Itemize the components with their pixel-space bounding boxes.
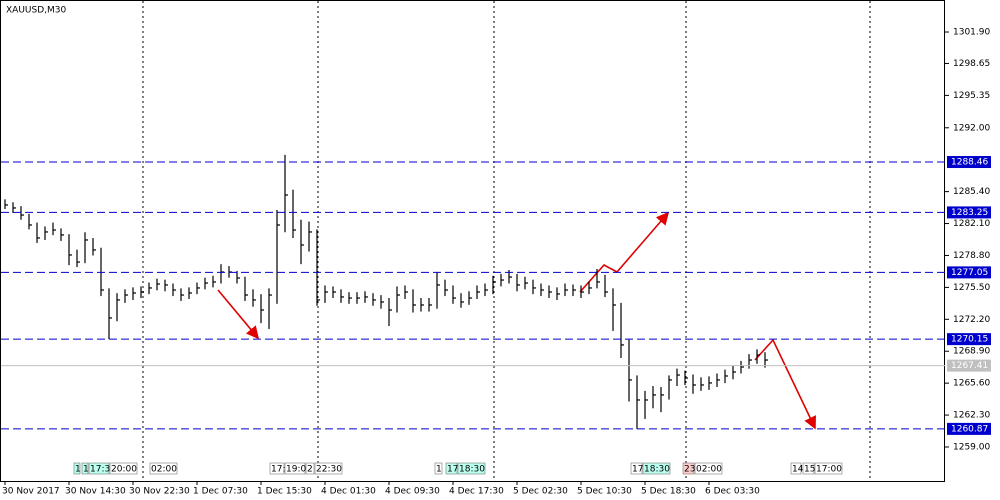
level-label-box — [947, 333, 991, 346]
x-tick-label: 4 Dec 09:30 — [385, 487, 440, 497]
plot-frame — [0, 0, 945, 482]
time-marker: 2 — [307, 465, 313, 475]
y-tick-label: 1272.20 — [953, 315, 990, 325]
time-marker: 15 — [804, 465, 815, 475]
time-markers: 1 1 17:3 20:00 02:00 17: 19:0 2 22:30 1 … — [73, 462, 843, 475]
time-marker: 20:00 — [111, 465, 137, 475]
time-marker: 17:00 — [816, 465, 842, 475]
time-marker: 14 — [792, 465, 804, 475]
time-marker: 22:30 — [316, 465, 342, 475]
level-label-box — [947, 266, 991, 279]
level-label: 1270.15 — [951, 335, 988, 345]
y-tick-label: 1275.50 — [953, 283, 990, 293]
price-label-box — [947, 359, 991, 372]
level-label-box — [947, 206, 991, 219]
y-tick-label: 1268.90 — [953, 347, 990, 357]
y-tick-label: 1298.65 — [953, 59, 990, 69]
y-tick-label: 1259.00 — [953, 442, 990, 452]
level-label-box — [947, 156, 991, 169]
time-marker: 17:3 — [90, 465, 110, 475]
x-tick-label: 4 Dec 17:30 — [449, 487, 504, 497]
y-tick-label: 1301.90 — [953, 28, 990, 38]
time-marker: 19:0 — [286, 465, 306, 475]
time-marker: 17: — [271, 465, 285, 475]
time-marker: 18:30 — [459, 465, 485, 475]
x-tick-label: 30 Nov 14:30 — [65, 487, 126, 497]
x-tick-label: 6 Dec 03:30 — [705, 487, 760, 497]
x-tick-label: 5 Dec 02:30 — [513, 487, 568, 497]
x-tick-label: 30 Nov 22:30 — [129, 487, 190, 497]
time-marker: 23 — [684, 465, 695, 475]
chart-title: XAUUSD,M30 — [6, 6, 66, 16]
time-marker: 1 — [75, 465, 81, 475]
y-tick-label: 1265.60 — [953, 379, 990, 389]
level-label: 1283.25 — [951, 208, 988, 218]
time-marker: 02:00 — [151, 465, 177, 475]
time-marker: 1 — [436, 465, 442, 475]
level-label: 1277.05 — [951, 268, 988, 278]
period-separators — [142, 1, 871, 481]
time-marker: 18:30 — [644, 465, 670, 475]
y-tick-label: 1295.35 — [953, 91, 990, 101]
time-marker: 1 — [83, 465, 89, 475]
level-label: 1288.46 — [951, 158, 988, 168]
x-tick-label: 1 Dec 15:30 — [257, 487, 312, 497]
y-tick-label: 1285.40 — [953, 187, 990, 197]
level-label-box — [947, 422, 991, 435]
level-label: 1260.87 — [951, 424, 988, 434]
x-tick-label: 30 Nov 2017 — [2, 487, 60, 497]
time-marker: 17 — [447, 465, 458, 475]
x-tick-label: 5 Dec 10:30 — [577, 487, 632, 497]
y-tick-label: 1282.10 — [953, 219, 990, 229]
x-tick-label: 4 Dec 01:30 — [321, 487, 376, 497]
time-marker: 17 — [632, 465, 643, 475]
arrows — [217, 211, 816, 430]
y-tick-label: 1278.80 — [953, 251, 990, 261]
time-marker: 02:00 — [696, 465, 722, 475]
x-tick-label: 5 Dec 18:30 — [641, 487, 696, 497]
x-tick-label: 1 Dec 07:30 — [193, 487, 248, 497]
y-tick-label: 1292.00 — [953, 123, 990, 133]
price-label: 1267.41 — [951, 361, 988, 371]
y-tick-label: 1262.30 — [953, 411, 990, 421]
